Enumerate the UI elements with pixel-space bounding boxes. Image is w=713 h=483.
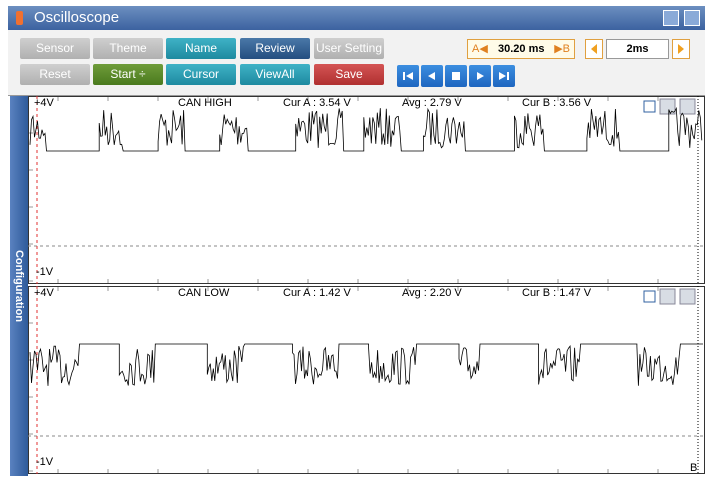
cursor-a-value: Cur A : 3.54 V xyxy=(283,97,352,109)
time-value: 30.20 ms xyxy=(498,43,545,55)
scope-area: +4V CAN HIGH Cur A : 3.54 V Avg : 2.79 V Cur… xyxy=(28,96,705,474)
theme-button[interactable]: Theme xyxy=(93,38,163,59)
channel-panel xyxy=(28,286,705,474)
channel-name: CAN HIGH xyxy=(178,97,232,109)
channel-name: CAN LOW xyxy=(178,287,230,299)
channel-checkbox xyxy=(643,290,656,303)
stop-button[interactable] xyxy=(445,65,467,87)
cursor-a-value: Cur A : 1.42 V xyxy=(283,287,352,299)
configuration-label: Configuration xyxy=(13,249,25,323)
close-button xyxy=(679,288,696,305)
top-scale-label: +4V xyxy=(34,97,55,109)
bottom-scale-label: -1V xyxy=(36,266,54,278)
cursor-a-marker: A◀ xyxy=(472,43,488,55)
window-button[interactable] xyxy=(663,10,679,26)
zoom-button xyxy=(659,98,676,115)
cursor-b-value: Cur B : 3.56 V xyxy=(522,97,592,109)
close-button xyxy=(679,98,696,115)
review-button[interactable]: Review xyxy=(240,38,310,59)
time-display: A◀ 30.20 ms ▶B xyxy=(467,39,575,59)
channel-checkbox xyxy=(643,100,656,113)
average-value: Avg : 2.20 V xyxy=(402,287,462,299)
title-bar: Oscilloscope xyxy=(8,6,705,30)
time-up-button[interactable] xyxy=(672,39,690,59)
cursor-b-value: Cur B : 1.47 V xyxy=(522,287,592,299)
waveform xyxy=(29,106,703,152)
next-button[interactable] xyxy=(469,65,491,87)
name-button[interactable]: Name xyxy=(166,38,236,59)
toolbar: Sensor Theme Name Review User Setting Re… xyxy=(8,30,705,96)
menu-button[interactable] xyxy=(684,10,700,26)
cursor-b-marker: ▶B xyxy=(554,43,570,55)
waveform xyxy=(29,343,703,386)
average-value: Avg : 2.79 V xyxy=(402,97,462,109)
window-title: Oscilloscope xyxy=(34,9,120,26)
configuration-tab[interactable]: Configuration xyxy=(10,96,28,476)
cursor-button[interactable]: Cursor xyxy=(166,64,236,85)
app-icon xyxy=(16,11,23,25)
user-setting-button[interactable]: User Setting xyxy=(314,38,384,59)
last-button[interactable] xyxy=(493,65,515,87)
time-down-button[interactable] xyxy=(585,39,603,59)
sensor-button[interactable]: Sensor xyxy=(20,38,90,59)
top-scale-label: +4V xyxy=(34,287,55,299)
bottom-scale-label: -1V xyxy=(36,456,54,468)
reset-button[interactable]: Reset xyxy=(20,64,90,85)
time-div-display: 2ms xyxy=(606,39,669,59)
prev-button[interactable] xyxy=(421,65,443,87)
start-button[interactable]: Start ÷ xyxy=(93,64,163,85)
first-button[interactable] xyxy=(397,65,419,87)
save-button[interactable]: Save xyxy=(314,64,384,85)
zoom-button xyxy=(659,288,676,305)
viewall-button[interactable]: ViewAll xyxy=(240,64,310,85)
cursor-b-label: B xyxy=(690,462,697,474)
